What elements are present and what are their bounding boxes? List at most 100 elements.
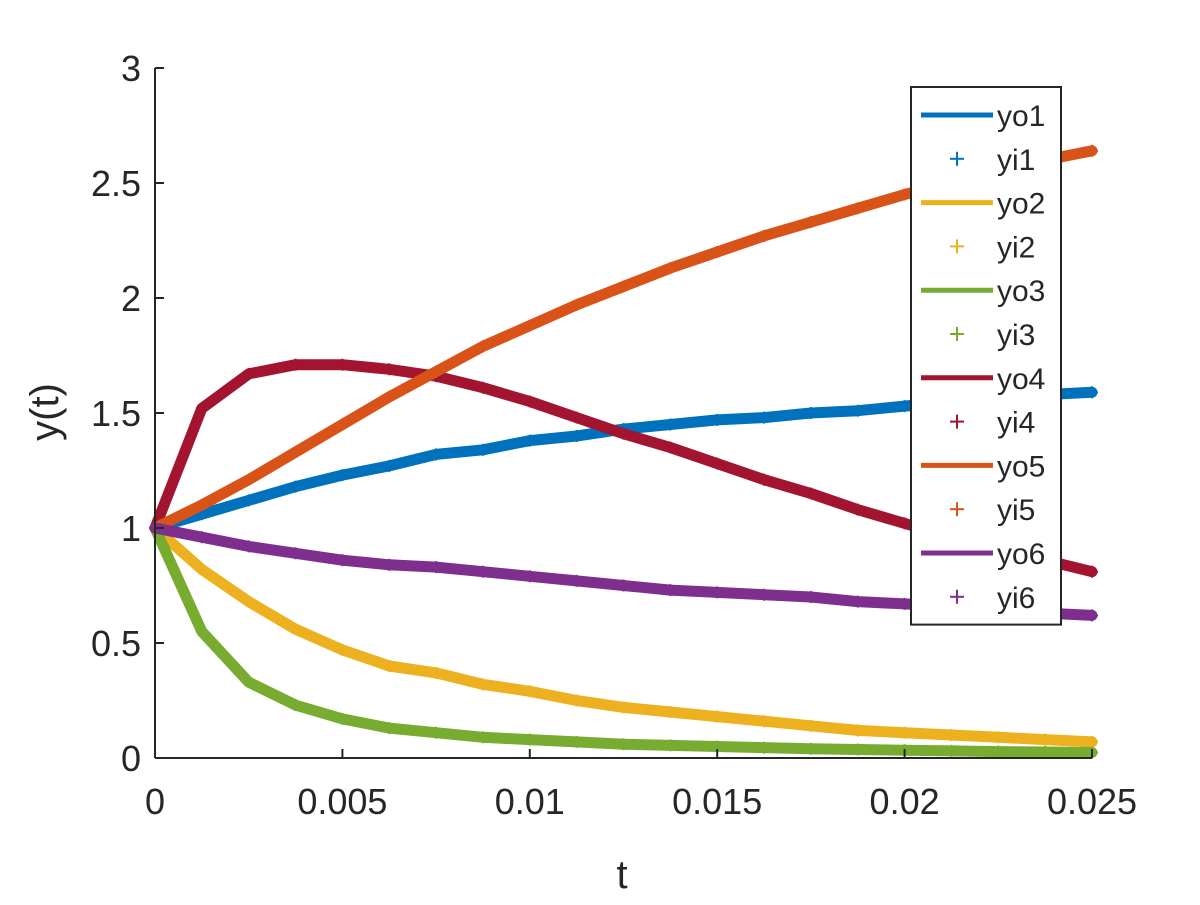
- data-point-yi4-8: [523, 395, 536, 408]
- data-point-yi5-20: [1086, 144, 1098, 157]
- data-point-yi6-16: [898, 597, 911, 610]
- legend-item-yi6: yi6: [950, 582, 1035, 615]
- data-point-yi6-2: [242, 540, 255, 553]
- data-point-yi5-1: [195, 499, 208, 511]
- data-point-yi1-16: [898, 400, 911, 413]
- data-point-yi1-6: [430, 448, 443, 461]
- legend-marker-swatch: [950, 589, 964, 604]
- x-tick-label: 0.005: [297, 781, 387, 822]
- legend-label: yo3: [997, 275, 1045, 308]
- data-point-yi3-2: [242, 676, 255, 689]
- data-point-yi2-8: [523, 685, 536, 698]
- data-point-yi1-20: [1086, 386, 1098, 399]
- data-point-yi5-6: [430, 365, 443, 378]
- data-point-yi2-12: [711, 710, 724, 723]
- data-point-yi3-7: [476, 731, 489, 744]
- data-point-yi2-17: [945, 729, 958, 741]
- legend-label: yo6: [997, 538, 1045, 571]
- data-point-yi6-11: [664, 584, 677, 597]
- data-point-yi5-7: [476, 340, 489, 353]
- legend-marker-swatch: [950, 239, 964, 254]
- data-point-yi3-18: [992, 745, 1005, 758]
- data-point-yi2-10: [617, 701, 630, 714]
- legend-item-yo5: yo5: [921, 450, 1045, 483]
- x-tick-label: 0: [145, 781, 165, 822]
- data-point-yi1-7: [476, 443, 489, 456]
- x-tick-label: 0.01: [495, 781, 565, 822]
- legend-item-yi2: yi2: [950, 231, 1035, 264]
- data-point-yi1-5: [383, 459, 396, 472]
- data-point-yi6-10: [617, 579, 630, 592]
- data-point-yi5-13: [758, 229, 771, 242]
- x-tick-label: 0.015: [672, 781, 762, 822]
- data-point-yi4-10: [617, 427, 630, 440]
- y-tick-label: 1.5: [91, 393, 141, 434]
- legend-label: yi1: [997, 144, 1035, 177]
- data-point-yi6-4: [336, 554, 349, 567]
- data-point-yi4-11: [664, 441, 677, 454]
- data-point-yi5-8: [523, 319, 536, 332]
- data-point-yi1-8: [523, 434, 536, 447]
- legend-label: yi5: [997, 494, 1035, 527]
- data-point-yi2-18: [992, 731, 1005, 744]
- data-point-yi6-12: [711, 586, 724, 599]
- data-point-yi3-8: [523, 733, 536, 746]
- y-tick-label: 1: [121, 508, 141, 549]
- y-tick-label: 0.5: [91, 623, 141, 664]
- legend-marker-swatch: [950, 414, 964, 429]
- data-point-yi3-3: [289, 699, 302, 712]
- data-point-yi3-11: [664, 739, 677, 752]
- data-point-yi4-14: [804, 487, 817, 500]
- legend-item-yi5: yi5: [950, 494, 1035, 527]
- y-tick-label: 2.5: [91, 163, 141, 204]
- data-point-yi2-1: [195, 563, 208, 576]
- data-point-yi2-11: [664, 706, 677, 718]
- data-point-yi5-16: [898, 188, 911, 201]
- legend-label: yi3: [997, 319, 1035, 352]
- legend-item-yi3: yi3: [950, 319, 1035, 352]
- data-point-yi5-3: [289, 446, 302, 459]
- legend-marker-swatch: [950, 151, 964, 166]
- data-point-yi4-4: [336, 358, 349, 371]
- data-point-yi5-9: [570, 298, 583, 311]
- y-tick-label: 0: [121, 738, 141, 779]
- data-point-yi1-11: [664, 418, 677, 431]
- data-point-yi4-16: [898, 517, 911, 530]
- data-point-yi1-9: [570, 430, 583, 442]
- data-point-yi6-14: [804, 591, 817, 603]
- legend-item-yi4: yi4: [950, 407, 1035, 440]
- data-point-yi2-5: [383, 660, 396, 672]
- legend-item-yo6: yo6: [921, 538, 1045, 571]
- data-point-yi2-14: [804, 719, 817, 732]
- data-point-yi6-1: [195, 531, 208, 544]
- data-point-yi5-5: [383, 390, 396, 403]
- data-point-yi5-10: [617, 280, 630, 293]
- data-point-yi3-15: [851, 743, 864, 756]
- data-point-yi3-6: [430, 726, 443, 739]
- data-point-yi3-17: [945, 744, 958, 757]
- data-point-yi5-12: [711, 246, 724, 258]
- data-point-yi6-8: [523, 570, 536, 583]
- legend-box: [910, 86, 1062, 626]
- data-point-yi2-9: [570, 694, 583, 707]
- data-point-yi2-7: [476, 678, 489, 691]
- data-point-yi1-15: [851, 404, 864, 417]
- legend-marker-swatch: [950, 502, 964, 517]
- data-point-yi4-2: [242, 367, 255, 380]
- legend-item-yo1: yo1: [921, 100, 1045, 133]
- data-point-yi1-12: [711, 413, 724, 426]
- data-point-yi1-3: [289, 480, 302, 493]
- data-point-yi2-16: [898, 726, 911, 739]
- data-point-yi1-14: [804, 407, 817, 419]
- data-point-yi5-4: [336, 418, 349, 431]
- data-point-yi4-15: [851, 503, 864, 516]
- x-tick-label: 0.02: [870, 781, 940, 822]
- legend-label: yi6: [997, 582, 1035, 615]
- data-point-yi5-11: [664, 262, 677, 275]
- y-tick-label: 2: [121, 278, 141, 319]
- data-point-yi2-15: [851, 724, 864, 737]
- data-point-yi5-15: [851, 202, 864, 215]
- data-point-yi6-3: [289, 547, 302, 560]
